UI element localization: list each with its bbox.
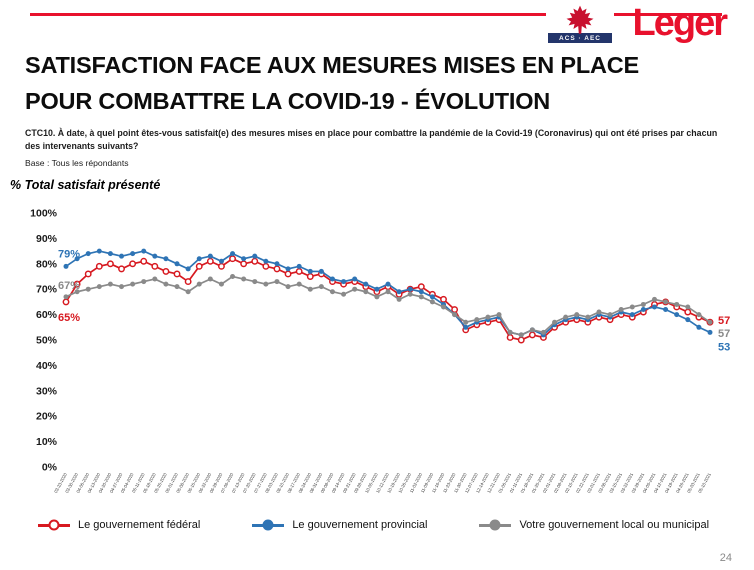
svg-text:50%: 50% xyxy=(36,335,58,347)
svg-text:10%: 10% xyxy=(36,436,58,448)
page-title-line1: SATISFACTION FACE AUX MESURES MISES EN P… xyxy=(25,52,640,78)
legend-label-federal: Le gouvernement fédéral xyxy=(78,519,201,531)
svg-text:40%: 40% xyxy=(36,360,58,372)
legend-item-municipal: Votre gouvernement local ou municipal xyxy=(479,519,709,531)
svg-text:67%: 67% xyxy=(58,280,80,292)
svg-text:70%: 70% xyxy=(36,284,58,296)
acs-aec-logo: ACS · AEC xyxy=(546,5,614,43)
provincial-line-marker-icon xyxy=(252,519,285,531)
acs-aec-banner-label: ACS · AEC xyxy=(548,33,612,43)
metric-note: % Total satisfait présenté xyxy=(10,178,161,192)
legend-item-provincial: Le gouvernement provincial xyxy=(252,519,427,531)
maple-leaf-icon xyxy=(566,5,594,34)
svg-text:57%: 57% xyxy=(718,315,730,327)
chart-legend: Le gouvernement fédéral Le gouvernement … xyxy=(38,519,744,531)
page-title: SATISFACTION FACE AUX MESURES MISES EN P… xyxy=(25,47,740,120)
top-accent-rule xyxy=(30,13,722,16)
municipal-line-marker-icon xyxy=(479,519,512,531)
svg-text:79%: 79% xyxy=(58,248,80,260)
svg-text:57%: 57% xyxy=(718,328,730,340)
page-number: 24 xyxy=(719,552,732,564)
svg-text:100%: 100% xyxy=(30,208,58,220)
page-title-line2: POUR COMBATTRE LA COVID-19 - ÉVOLUTION xyxy=(25,88,551,115)
line-chart-svg: 0%10%20%30%40%50%60%70%80%90%100%03-23-2… xyxy=(30,208,730,494)
svg-text:53%: 53% xyxy=(718,341,730,353)
svg-text:30%: 30% xyxy=(36,385,58,397)
svg-text:65%: 65% xyxy=(58,312,80,324)
svg-text:80%: 80% xyxy=(36,258,58,270)
base-text: Base : Tous les répondants xyxy=(25,158,129,168)
svg-text:0%: 0% xyxy=(42,462,58,474)
satisfaction-line-chart: 0% 10% 20% 30% 40% 50% 60% 70% 80% 90% 100% 03-23-2… xyxy=(16,205,730,513)
svg-text:20%: 20% xyxy=(36,411,58,423)
leger-logo: Leger xyxy=(632,2,728,44)
legend-label-provincial: Le gouvernement provincial xyxy=(292,519,428,531)
svg-text:60%: 60% xyxy=(36,309,58,321)
question-text: CTC10. À date, à quel point êtes-vous sa… xyxy=(25,128,718,151)
svg-text:90%: 90% xyxy=(36,233,58,245)
legend-item-federal: Le gouvernement fédéral xyxy=(38,519,200,531)
federal-line-marker-icon xyxy=(38,519,70,531)
legend-label-municipal: Votre gouvernement local ou municipal xyxy=(519,519,710,531)
